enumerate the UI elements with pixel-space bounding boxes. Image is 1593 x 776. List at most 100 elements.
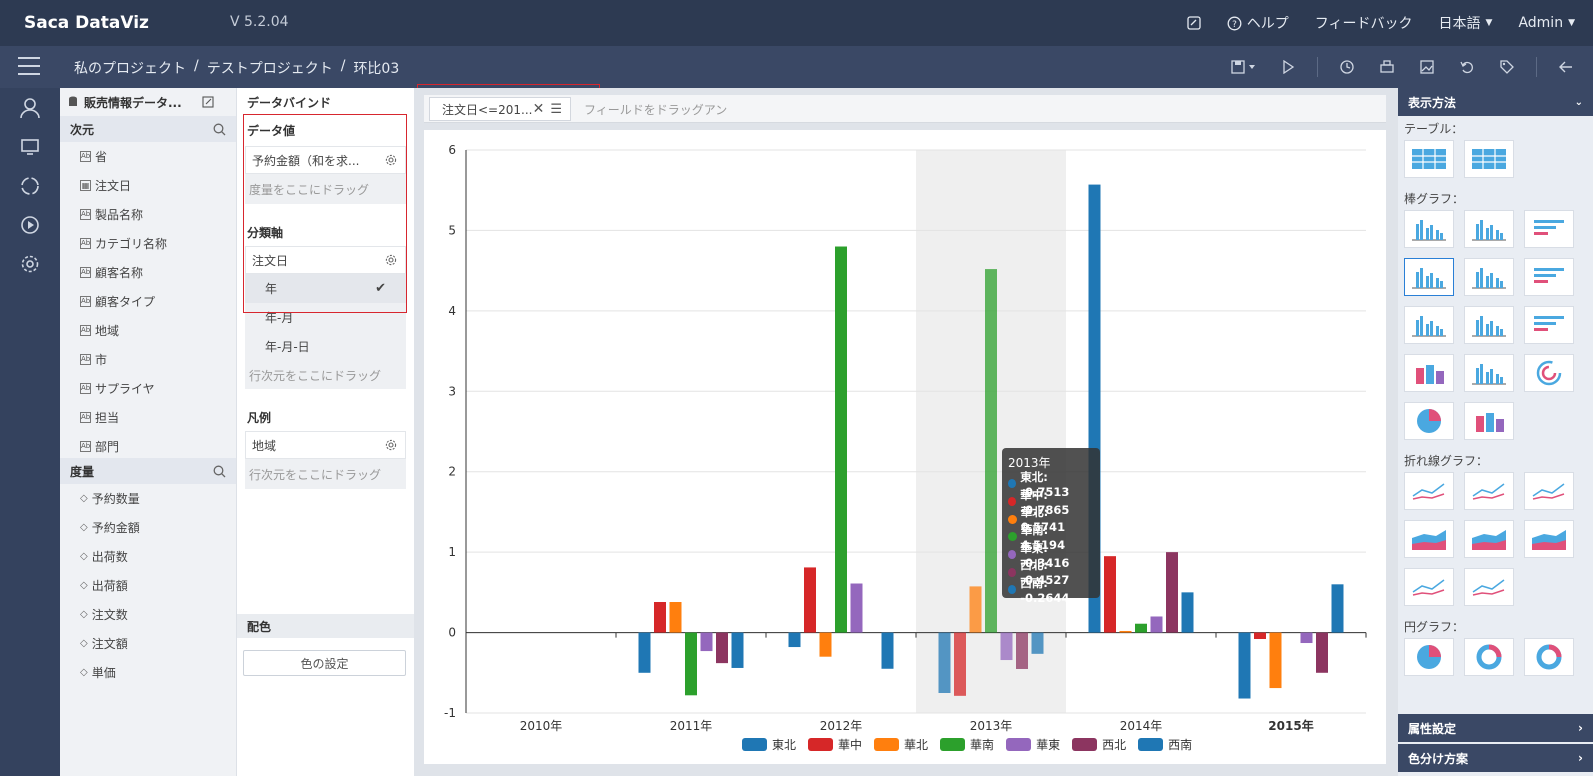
display-panel-header[interactable]: 表示方法 ⌄ [1398, 88, 1593, 116]
undo-icon[interactable] [1456, 56, 1478, 78]
help-link[interactable]: ? ヘルプ [1227, 13, 1289, 33]
feedback-link[interactable]: フィードバック [1314, 16, 1413, 32]
legend-item[interactable]: 東北 [742, 736, 796, 753]
filter-drop-hint[interactable]: フィールドをドラッグアン [584, 103, 728, 117]
bar-chart-type-icon[interactable] [1464, 210, 1514, 248]
legend-item[interactable]: 西北 [1072, 736, 1126, 753]
area-chart-type-icon[interactable] [1464, 520, 1514, 558]
close-icon[interactable]: ✕ [532, 101, 545, 117]
measure-item[interactable]: ◇ 予約数量 [60, 484, 236, 513]
bar-chart-type-icon[interactable] [1404, 306, 1454, 344]
image-icon[interactable] [1416, 56, 1438, 78]
gear-icon[interactable] [385, 254, 397, 266]
cycle-icon[interactable] [0, 166, 60, 205]
field-item[interactable]: ▦ 注文日 [60, 171, 236, 200]
field-item[interactable]: Ab 地域 [60, 316, 236, 345]
refresh-icon[interactable] [1336, 56, 1358, 78]
legend-item[interactable]: 華中 [808, 736, 862, 753]
field-item[interactable]: Ab 部門 [60, 432, 236, 458]
measure-item[interactable]: ◇ 注文額 [60, 629, 236, 658]
measure-item[interactable]: ◇ 予約金額 [60, 513, 236, 542]
property-settings-header[interactable]: 属性設定 › [1398, 714, 1593, 742]
field-item[interactable]: Ab 顧客タイプ [60, 287, 236, 316]
color-scheme-header[interactable]: 色分け方案 › [1398, 744, 1593, 772]
color-settings-button[interactable]: 色の設定 [243, 650, 406, 676]
value-field-slot[interactable]: 予約金額（和を求... [245, 146, 406, 174]
hbar-chart-type-icon[interactable] [1524, 210, 1574, 248]
menu-icon[interactable] [18, 57, 40, 75]
field-item[interactable]: Ab 市 [60, 345, 236, 374]
print-icon[interactable] [1376, 56, 1398, 78]
axis-drop-zone[interactable]: 行次元をここにドラッグ [245, 361, 406, 389]
user-menu[interactable]: Admin ▼ [1518, 15, 1575, 31]
bar-chart-type-icon[interactable] [1464, 258, 1514, 296]
filter-chip[interactable]: 注文日<=201... ✕ ☰ [429, 97, 571, 121]
line-chart-type-icon[interactable] [1464, 472, 1514, 510]
breadcrumb-item[interactable]: 私のプロジェクト [74, 61, 186, 77]
legend-item[interactable]: 華南 [940, 736, 994, 753]
line-chart-type-icon[interactable] [1524, 472, 1574, 510]
axis-option-year-month[interactable]: 年-月 [245, 303, 406, 332]
pie-chart-type-icon[interactable] [1404, 402, 1454, 440]
monitor-icon[interactable] [0, 127, 60, 166]
line-chart-type-icon[interactable] [1404, 472, 1454, 510]
bar-chart-type-icon[interactable] [1464, 306, 1514, 344]
donut-chart-type-icon[interactable] [1464, 638, 1514, 676]
line-chart-type-icon[interactable] [1404, 568, 1454, 606]
breadcrumb-item[interactable]: テストプロジェクト [206, 61, 333, 77]
field-item[interactable]: Ab 顧客名称 [60, 258, 236, 287]
tag-icon[interactable] [1496, 56, 1518, 78]
legend-item[interactable]: 華北 [874, 736, 928, 753]
list-icon[interactable]: ☰ [550, 101, 562, 117]
value-drop-zone[interactable]: 度量をここにドラッグ [245, 174, 406, 204]
language-select[interactable]: 日本語 ▼ [1439, 13, 1493, 33]
radial-chart-type-icon[interactable] [1524, 354, 1574, 392]
edit-icon[interactable] [1187, 16, 1201, 30]
search-icon[interactable] [213, 465, 226, 478]
stack-chart-type-icon[interactable] [1464, 402, 1514, 440]
measure-item[interactable]: ◇ 出荷額 [60, 571, 236, 600]
app-logo[interactable]: Saca DataViz [24, 13, 149, 33]
user-icon[interactable] [0, 88, 60, 127]
table-chart-type-icon[interactable] [1464, 140, 1514, 178]
table-chart-type-icon[interactable] [1404, 140, 1454, 178]
bar-chart-type-icon[interactable] [1464, 354, 1514, 392]
play-circle-icon[interactable] [0, 205, 60, 244]
stack-chart-type-icon[interactable] [1404, 354, 1454, 392]
gear-icon[interactable] [385, 154, 397, 166]
field-item[interactable]: Ab 省 [60, 142, 236, 171]
legend-item[interactable]: 華東 [1006, 736, 1060, 753]
hbar-chart-type-icon[interactable] [1524, 258, 1574, 296]
measure-item[interactable]: ◇ 出荷数 [60, 542, 236, 571]
area-chart-type-icon[interactable] [1404, 520, 1454, 558]
field-item[interactable]: Ab カテゴリ名称 [60, 229, 236, 258]
bar-chart-type-icon[interactable] [1404, 210, 1454, 248]
line-chart-type-icon[interactable] [1464, 568, 1514, 606]
legend-field-slot[interactable]: 地域 [245, 431, 406, 459]
back-arrow-icon[interactable] [1555, 56, 1577, 78]
field-item[interactable]: Ab サプライヤ [60, 374, 236, 403]
legend-item[interactable]: 西南 [1138, 736, 1192, 753]
area-chart-type-icon[interactable] [1524, 520, 1574, 558]
axis-option-year[interactable]: 年 ✔ [245, 274, 406, 303]
field-item[interactable]: Ab 担当 [60, 403, 236, 432]
dataset-name[interactable]: 販売情報データ... [84, 95, 182, 110]
axis-field-slot[interactable]: 注文日 [245, 246, 406, 274]
play-icon[interactable] [1277, 56, 1299, 78]
bar-chart[interactable]: -1 0 1 2 3 4 5 6 2010年 2011年 2012年 2013年 2014年 2015年 [424, 130, 1386, 764]
hbar-chart-type-icon[interactable] [1524, 306, 1574, 344]
pie-chart-type-icon[interactable] [1404, 638, 1454, 676]
measure-item[interactable]: ◇ 注文数 [60, 600, 236, 629]
edit-icon[interactable] [202, 96, 214, 108]
bar-chart-type-icon[interactable] [1404, 258, 1454, 296]
axis-option-year-month-day[interactable]: 年-月-日 [245, 332, 406, 361]
save-icon[interactable] [1229, 56, 1259, 78]
legend-drop-zone[interactable]: 行次元をここにドラッグ [245, 459, 406, 489]
measure-item[interactable]: ◇ 単価 [60, 658, 236, 687]
donut-chart-type-icon[interactable] [1524, 638, 1574, 676]
gear-icon[interactable] [385, 439, 397, 451]
bar [669, 602, 682, 633]
settings-icon[interactable] [0, 244, 60, 283]
search-icon[interactable] [213, 123, 226, 136]
field-item[interactable]: Ab 製品名称 [60, 200, 236, 229]
